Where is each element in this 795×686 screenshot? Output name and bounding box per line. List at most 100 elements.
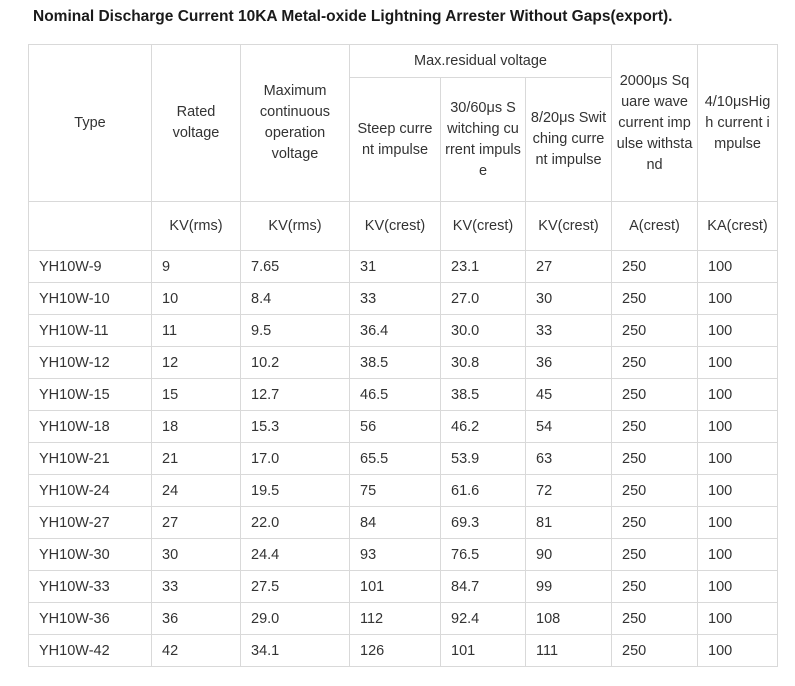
header-steep: Steep current impulse — [349, 77, 441, 202]
table-cell: 250 — [611, 346, 699, 379]
table-body: YH10W-9 9 7.65 31 23.1 27 250 100 YH10W-10 10 8.4 3… — [28, 250, 779, 667]
table-cell: 100 — [697, 282, 779, 315]
table-cell: 75 — [349, 474, 441, 507]
table-cell: 250 — [611, 506, 699, 539]
table-cell: 9.5 — [240, 314, 350, 347]
table-cell: 84.7 — [440, 570, 526, 603]
table-cell: 69.3 — [440, 506, 526, 539]
table-cell: 46.2 — [440, 410, 526, 443]
table-cell: YH10W-9 — [28, 250, 152, 283]
unit-cell: KV(crest) — [440, 201, 526, 251]
table-cell: 45 — [524, 378, 613, 411]
header-type: Type — [28, 44, 152, 202]
table-cell: YH10W-36 — [28, 602, 152, 635]
table-cell: 53.9 — [440, 442, 526, 475]
table-cell: 65.5 — [349, 442, 441, 475]
table-cell: 9 — [151, 250, 241, 283]
table-cell: YH10W-21 — [28, 442, 152, 475]
header-row-2: Steep current impulse 30/60μs Switching … — [29, 77, 778, 202]
table-row: YH10W-21 21 17.0 65.5 53.9 63 250 100 — [28, 442, 779, 475]
table-cell: YH10W-10 — [28, 282, 152, 315]
table-cell: 22.0 — [240, 506, 350, 539]
table-cell: YH10W-33 — [28, 570, 152, 603]
table-cell: 100 — [697, 570, 779, 603]
table-cell: 27.5 — [240, 570, 350, 603]
table-row: YH10W-18 18 15.3 56 46.2 54 250 100 — [28, 410, 779, 443]
table-cell: 112 — [349, 602, 441, 635]
table-cell: 30 — [524, 282, 613, 315]
units-row: KV(rms) KV(rms) KV(crest) KV(crest) KV(c… — [28, 201, 779, 251]
table-cell: 12.7 — [240, 378, 350, 411]
table-cell: 250 — [611, 602, 699, 635]
table-cell: 12 — [151, 346, 241, 379]
table-row: YH10W-36 36 29.0 112 92.4 108 250 100 — [28, 602, 779, 635]
table-cell: 15.3 — [240, 410, 350, 443]
table-cell: 100 — [697, 442, 779, 475]
table-cell: 38.5 — [349, 346, 441, 379]
table-cell: 10 — [151, 282, 241, 315]
table-cell: 24.4 — [240, 538, 350, 571]
table-cell: 33 — [151, 570, 241, 603]
table-row: YH10W-10 10 8.4 33 27.0 30 250 100 — [28, 282, 779, 315]
table-cell: 250 — [611, 410, 699, 443]
table-cell: 250 — [611, 442, 699, 475]
table-cell: 81 — [524, 506, 613, 539]
table-cell: 34.1 — [240, 634, 350, 667]
table-cell: YH10W-30 — [28, 538, 152, 571]
table-cell: 100 — [697, 474, 779, 507]
table-row: YH10W-12 12 10.2 38.5 30.8 36 250 100 — [28, 346, 779, 379]
header-switching: 30/60μs Switching current impulse — [440, 77, 526, 202]
table-cell: 250 — [611, 378, 699, 411]
table-cell: 30.0 — [440, 314, 526, 347]
table-cell: 17.0 — [240, 442, 350, 475]
table-cell: YH10W-12 — [28, 346, 152, 379]
table-cell: 46.5 — [349, 378, 441, 411]
table-cell: 100 — [697, 410, 779, 443]
table-cell: 27 — [151, 506, 241, 539]
table-cell: 36 — [524, 346, 613, 379]
table-cell: 23.1 — [440, 250, 526, 283]
table-cell: 76.5 — [440, 538, 526, 571]
table-cell: 126 — [349, 634, 441, 667]
table-cell: 36 — [151, 602, 241, 635]
table-cell: 11 — [151, 314, 241, 347]
table-cell: 84 — [349, 506, 441, 539]
table-cell: 250 — [611, 570, 699, 603]
table-cell: YH10W-24 — [28, 474, 152, 507]
table-cell: 108 — [524, 602, 613, 635]
table-cell: 19.5 — [240, 474, 350, 507]
table-cell: YH10W-11 — [28, 314, 152, 347]
table-cell: 56 — [349, 410, 441, 443]
table-row: YH10W-11 11 9.5 36.4 30.0 33 250 100 — [28, 314, 779, 347]
unit-cell: KV(crest) — [349, 201, 441, 251]
table-row: YH10W-30 30 24.4 93 76.5 90 250 100 — [28, 538, 779, 571]
unit-cell: KV(crest) — [524, 201, 613, 251]
table-row: YH10W-42 42 34.1 126 101 111 250 100 — [28, 634, 779, 667]
table-cell: 100 — [697, 314, 779, 347]
table-cell: 100 — [697, 506, 779, 539]
table-cell: 72 — [524, 474, 613, 507]
table-cell: 100 — [697, 346, 779, 379]
table-cell: 33 — [349, 282, 441, 315]
table-cell: 7.65 — [240, 250, 350, 283]
table-cell: 15 — [151, 378, 241, 411]
table-cell: 250 — [611, 634, 699, 667]
table-cell: YH10W-15 — [28, 378, 152, 411]
unit-cell: KA(crest) — [697, 201, 779, 251]
table-cell: 100 — [697, 250, 779, 283]
table-cell: 63 — [524, 442, 613, 475]
table-cell: 250 — [611, 282, 699, 315]
table-row: YH10W-33 33 27.5 101 84.7 99 250 100 — [28, 570, 779, 603]
unit-cell: KV(rms) — [151, 201, 241, 251]
table-cell: 31 — [349, 250, 441, 283]
header-mcov: Maximum continuous operation voltage — [240, 44, 350, 202]
table-cell: 38.5 — [440, 378, 526, 411]
table-cell: 61.6 — [440, 474, 526, 507]
unit-cell: A(crest) — [611, 201, 699, 251]
table-cell: 93 — [349, 538, 441, 571]
table-row: YH10W-15 15 12.7 46.5 38.5 45 250 100 — [28, 378, 779, 411]
page-title: Nominal Discharge Current 10KA Metal-oxi… — [33, 8, 673, 25]
table-cell: 36.4 — [349, 314, 441, 347]
table-cell: 92.4 — [440, 602, 526, 635]
table-cell: 21 — [151, 442, 241, 475]
